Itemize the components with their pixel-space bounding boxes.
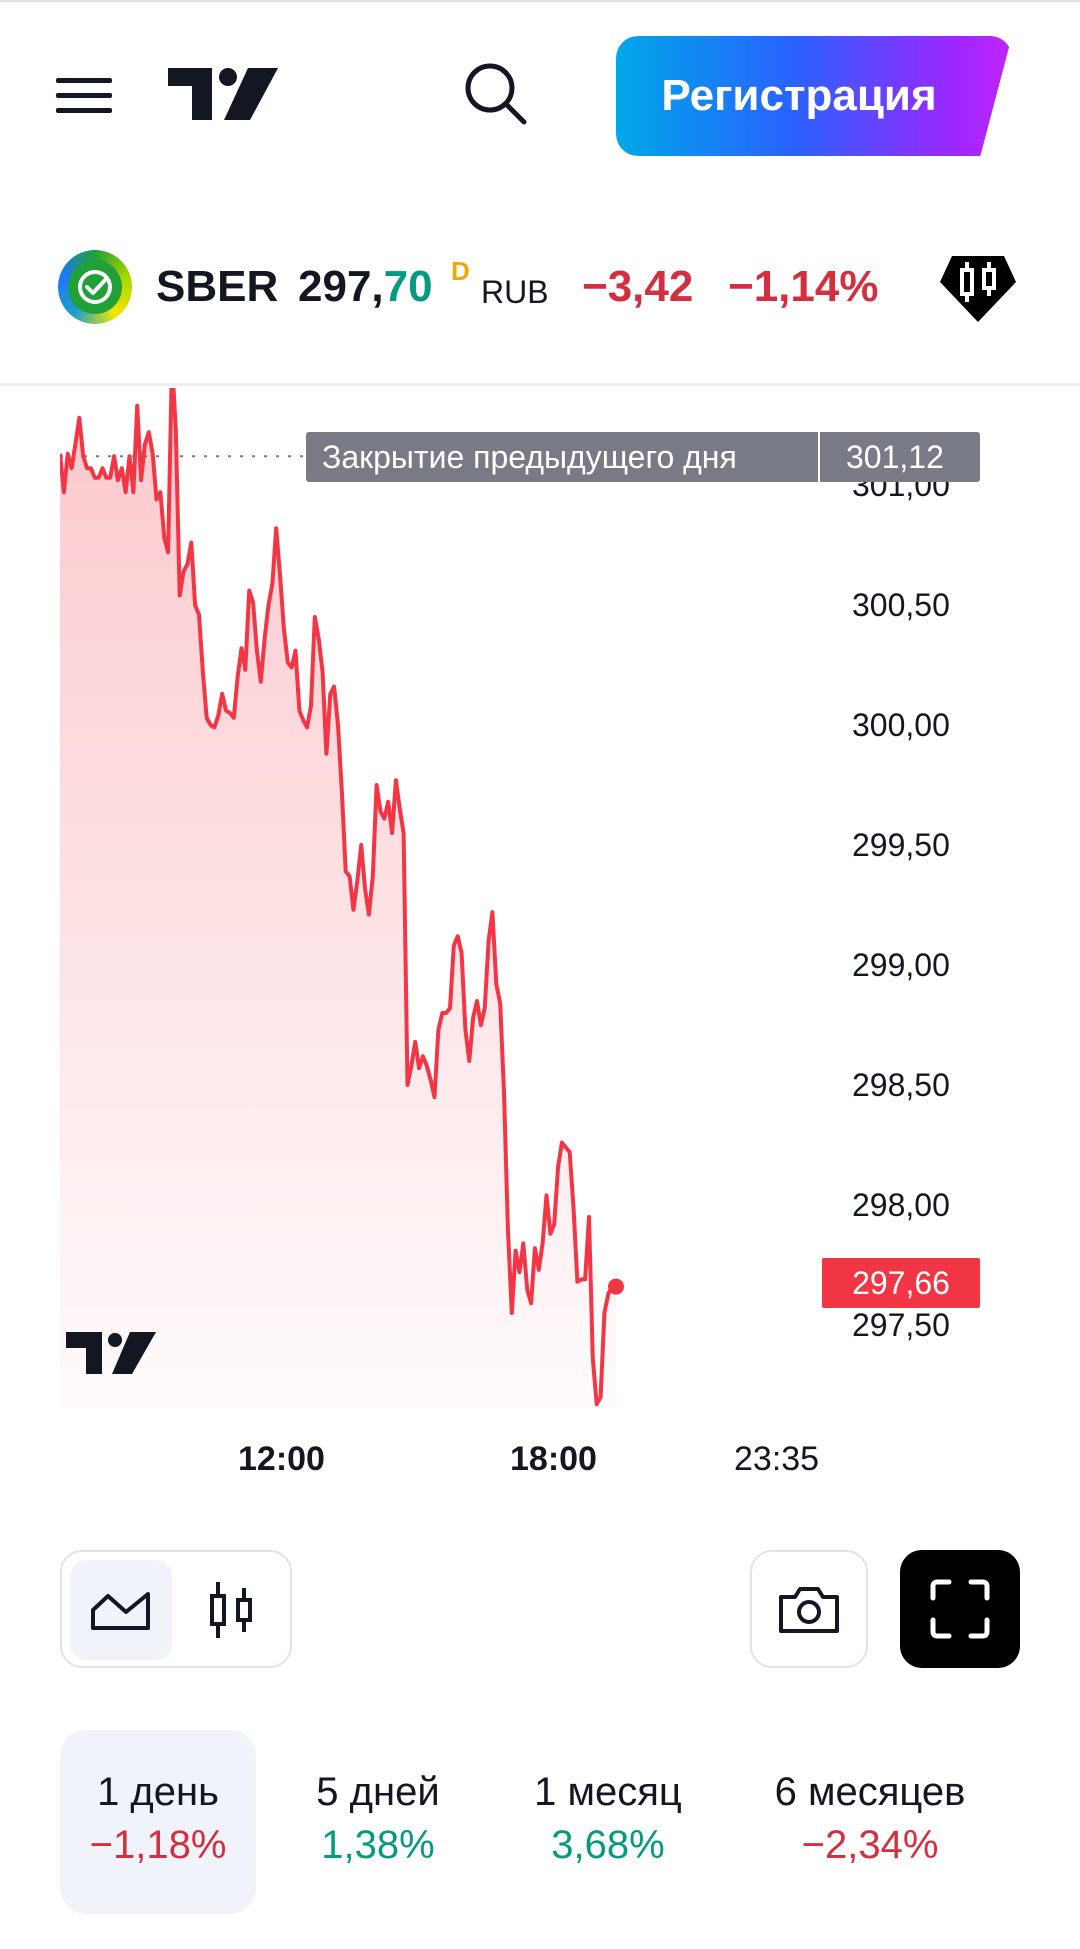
y-tick-label: 299,50 <box>852 827 950 863</box>
current-price: 297,70 <box>298 262 433 312</box>
period-change: −2,34% <box>801 1823 939 1867</box>
area-chart-button[interactable] <box>70 1560 172 1660</box>
area-chart-icon <box>91 1592 150 1630</box>
previous-close-label: Закрытие предыдущего дня 301,12 <box>306 432 980 482</box>
period-change: −1,18% <box>89 1823 227 1867</box>
check-icon <box>78 270 112 304</box>
y-tick-label: 297,50 <box>852 1307 950 1343</box>
last-price-label: 297,66 <box>822 1258 980 1308</box>
signup-button[interactable]: Регистрация <box>616 36 1012 156</box>
currency: RUB <box>481 274 549 310</box>
x-tick-label: 12:00 <box>238 1440 325 1478</box>
price-decimal: 70 <box>383 262 433 311</box>
period-1-day[interactable]: 1 день −1,18% <box>60 1730 256 1914</box>
period-1-month[interactable]: 1 месяц 3,68% <box>500 1730 716 1914</box>
y-tick-label: 298,50 <box>852 1067 950 1103</box>
price-change: −3,42 <box>582 262 694 311</box>
gem-candles-icon[interactable] <box>938 252 1018 324</box>
previous-close-value: 301,12 <box>846 438 944 475</box>
period-name: 1 день <box>97 1770 219 1814</box>
price-integer: 297, <box>298 262 384 311</box>
chart-watermark-logo <box>66 1332 156 1374</box>
fullscreen-button[interactable] <box>900 1550 1020 1668</box>
period-5-days[interactable]: 5 дней 1,38% <box>280 1730 476 1914</box>
sber-logo <box>58 250 132 324</box>
period-change: 1,38% <box>321 1823 435 1867</box>
candles-icon <box>210 1582 252 1638</box>
menu-icon[interactable] <box>56 74 114 116</box>
period-change: 3,68% <box>551 1823 665 1867</box>
divider <box>0 383 1080 386</box>
chart-type-switcher <box>60 1550 292 1668</box>
price-line <box>60 388 616 1407</box>
y-tick-label: 300,00 <box>852 707 950 743</box>
camera-icon <box>779 1587 839 1633</box>
y-axis: 301,00300,50300,00299,50299,00298,50298,… <box>852 467 950 1343</box>
signup-button-wrap: Регистрация <box>616 36 1012 156</box>
symbol-name[interactable]: SBER <box>156 262 279 311</box>
y-tick-label: 300,50 <box>852 587 950 623</box>
candles-chart-button[interactable] <box>180 1560 282 1660</box>
header: Регистрация <box>0 0 1080 190</box>
y-tick-label: 298,00 <box>852 1187 950 1223</box>
x-tick-label: 23:35 <box>734 1440 820 1478</box>
search-icon[interactable] <box>462 60 528 126</box>
fullscreen-icon <box>930 1579 990 1639</box>
previous-close-text: Закрытие предыдущего дня <box>306 432 820 482</box>
y-tick-label: 299,00 <box>852 947 950 983</box>
top-border <box>0 0 1080 2</box>
last-price-dot <box>608 1278 624 1295</box>
period-name: 1 месяц <box>534 1770 682 1814</box>
period-6-months[interactable]: 6 месяцев −2,34% <box>740 1730 1000 1914</box>
period-name: 5 дней <box>316 1770 440 1814</box>
period-name: 6 месяцев <box>774 1770 966 1814</box>
screenshot-button[interactable] <box>750 1550 868 1668</box>
price-change-percent: −1,14% <box>728 262 879 311</box>
x-tick-label: 18:00 <box>510 1440 597 1478</box>
tradingview-logo[interactable] <box>168 64 278 122</box>
price-chart[interactable]: 301,00300,50300,00299,50299,00298,50298,… <box>0 0 1080 1490</box>
market-status-mark: D <box>451 256 470 286</box>
